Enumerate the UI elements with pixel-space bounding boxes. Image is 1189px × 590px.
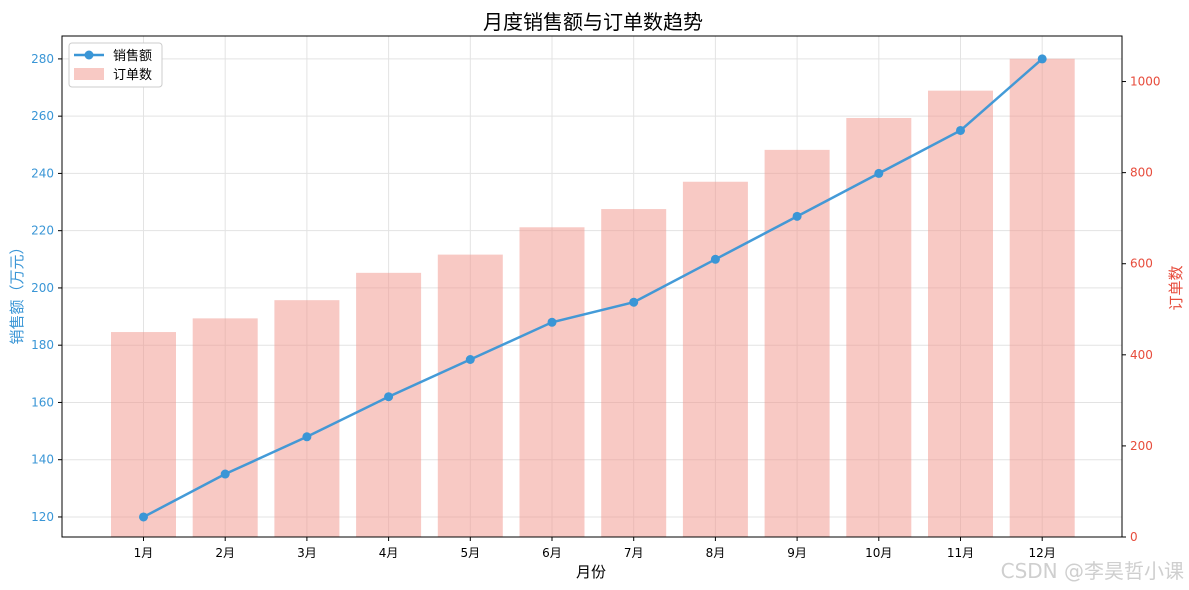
bar bbox=[601, 209, 667, 537]
left-tick-label: 120 bbox=[31, 510, 54, 524]
x-tick-label: 8月 bbox=[706, 546, 726, 560]
x-tick-label: 7月 bbox=[624, 546, 644, 560]
line-point bbox=[874, 168, 884, 178]
x-tick-label: 5月 bbox=[460, 546, 480, 560]
right-tick-label: 800 bbox=[1130, 166, 1153, 180]
bar bbox=[274, 300, 340, 537]
sales-line bbox=[142, 57, 1044, 519]
line-point bbox=[220, 469, 230, 479]
left-tick-label: 240 bbox=[31, 166, 54, 180]
legend-label-sales: 销售额 bbox=[113, 48, 152, 64]
legend-marker bbox=[84, 50, 94, 60]
x-tick-label: 6月 bbox=[542, 546, 562, 560]
line-point bbox=[302, 432, 312, 442]
x-tick-label: 9月 bbox=[787, 546, 807, 560]
left-tick-label: 280 bbox=[31, 52, 54, 66]
line-point bbox=[384, 392, 394, 402]
line-point bbox=[629, 297, 639, 307]
line-point bbox=[956, 125, 965, 135]
line-point bbox=[710, 254, 720, 264]
left-tick-label: 200 bbox=[31, 281, 54, 295]
line-point bbox=[547, 317, 557, 327]
line-point bbox=[1037, 54, 1047, 64]
left-tick-label: 260 bbox=[31, 109, 54, 123]
legend-bar-swatch bbox=[74, 68, 104, 80]
bar bbox=[111, 332, 176, 537]
left-tick-label: 160 bbox=[31, 395, 54, 409]
bar-series bbox=[111, 58, 1075, 538]
x-tick-label: 10月 bbox=[865, 546, 892, 560]
x-tick-label: 1月 bbox=[134, 546, 154, 560]
right-axis-label: 订单数 bbox=[1167, 265, 1185, 310]
left-tick-label: 180 bbox=[31, 338, 54, 352]
right-tick-label: 200 bbox=[1130, 439, 1153, 453]
bar bbox=[437, 254, 503, 538]
axis-ticks: 1月 2月 3月 4月 5月 6月 7月 8月 9月 10月 11月 12月 120 140 160 180 2… bbox=[31, 52, 1160, 560]
bar bbox=[192, 318, 258, 537]
right-tick-label: 600 bbox=[1130, 257, 1153, 271]
right-tick-label: 1000 bbox=[1130, 75, 1161, 89]
right-tick-label: 0 bbox=[1130, 530, 1138, 544]
bar bbox=[928, 90, 993, 538]
bar bbox=[1009, 58, 1075, 537]
line-point bbox=[139, 512, 148, 522]
x-axis-label: 月份 bbox=[576, 563, 606, 581]
line-series bbox=[139, 54, 1047, 522]
x-tick-label: 11月 bbox=[947, 546, 974, 560]
x-tick-label: 3月 bbox=[297, 546, 317, 560]
x-tick-label: 12月 bbox=[1029, 546, 1056, 560]
chart-title: 月度销售额与订单数趋势 bbox=[483, 10, 703, 34]
plot-frame bbox=[61, 35, 1123, 538]
left-tick-label: 140 bbox=[31, 453, 54, 467]
line-point bbox=[465, 355, 475, 365]
legend: 销售额 订单数 bbox=[68, 42, 163, 88]
bar bbox=[764, 149, 830, 537]
left-axis-label: 销售额（万元） bbox=[8, 239, 26, 344]
x-tick-label: 2月 bbox=[215, 546, 235, 560]
x-tick-label: 4月 bbox=[379, 546, 399, 560]
watermark: CSDN @李昊哲小课 bbox=[1001, 559, 1184, 583]
bar bbox=[682, 181, 748, 537]
legend-label-orders: 订单数 bbox=[113, 68, 152, 83]
bar bbox=[846, 117, 912, 538]
bar bbox=[519, 227, 585, 538]
right-tick-label: 400 bbox=[1130, 348, 1153, 362]
line-point bbox=[792, 211, 802, 221]
left-tick-label: 220 bbox=[31, 224, 54, 238]
bar bbox=[356, 272, 422, 537]
